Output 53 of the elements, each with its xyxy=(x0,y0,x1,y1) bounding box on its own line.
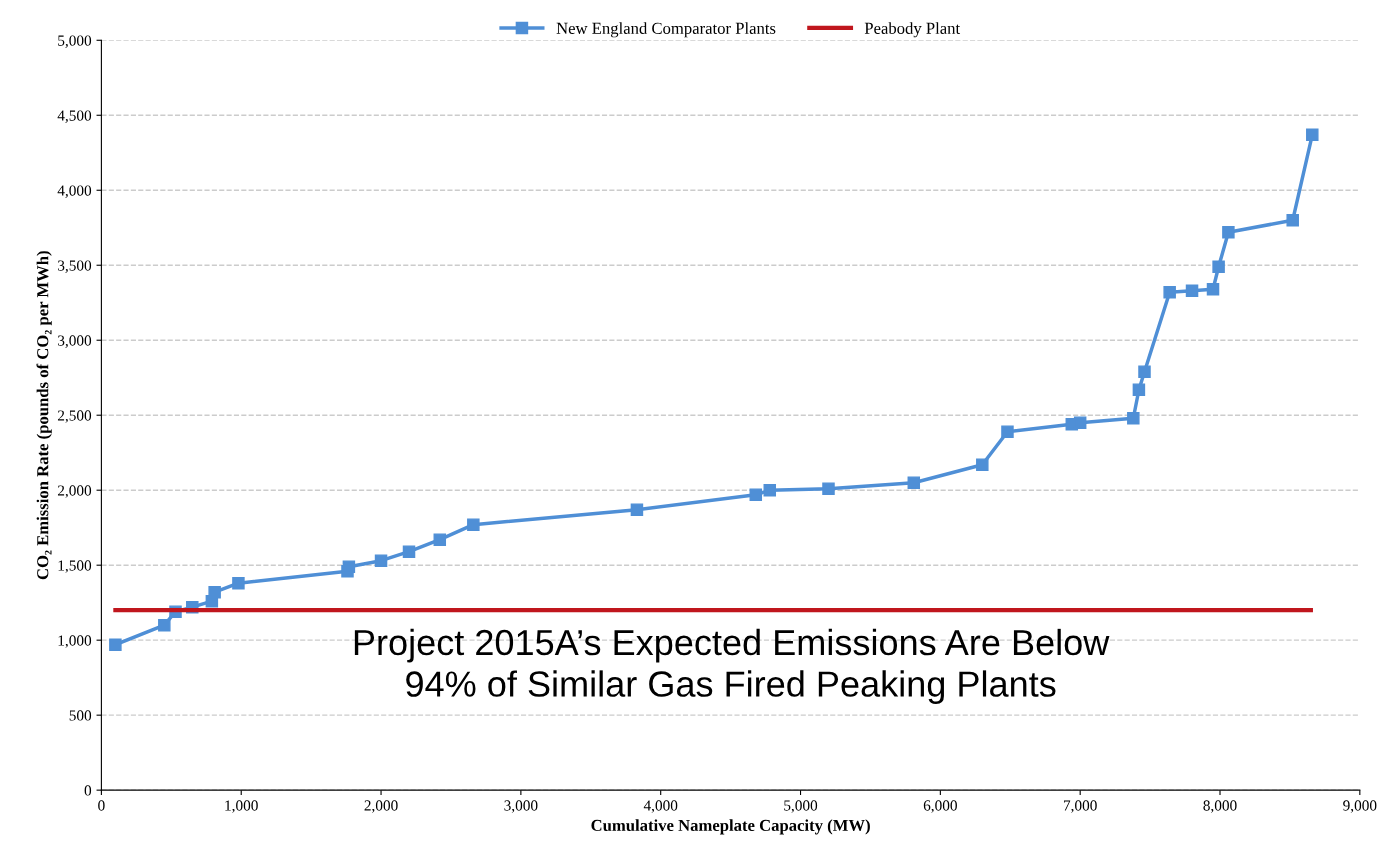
point xyxy=(208,585,221,599)
x-tick-label: 0 xyxy=(98,800,105,811)
y-tick-label: 4,500 xyxy=(57,110,92,123)
x-tick-label: 7,000 xyxy=(1064,800,1097,813)
point xyxy=(467,518,480,531)
point xyxy=(763,483,777,497)
x-tick-label: 6,000 xyxy=(923,800,957,813)
point xyxy=(1206,282,1220,296)
point xyxy=(1132,383,1146,396)
y-tick-label: 4,000 xyxy=(57,185,92,198)
annotation: Project 2015A’s Expected Emissions Are Below 94% of Similar Gas Fired Peaking Plants xyxy=(354,628,1110,705)
x-tick-label: 9,000 xyxy=(1343,800,1377,813)
y-tick-label: 3,000 xyxy=(58,335,92,348)
y-tick-label: 500 xyxy=(69,710,92,721)
point xyxy=(1222,225,1235,239)
y-tick-label: 0 xyxy=(84,785,92,796)
x-tick-label: 2,000 xyxy=(364,800,398,813)
y-tick-label: 3,500 xyxy=(58,260,92,273)
x-tick-label: 5,000 xyxy=(784,800,818,813)
point xyxy=(1073,416,1087,429)
point xyxy=(907,476,921,489)
point xyxy=(433,533,447,546)
point xyxy=(342,560,356,573)
point xyxy=(158,618,171,632)
y-tick-label: 5,000 xyxy=(58,35,92,48)
x-tick-label: 8,000 xyxy=(1203,800,1237,813)
y-axis-title: CO₂ Emission Rate (pounds of CO₂ per MWh) xyxy=(36,251,52,580)
y-tick-label: 2,500 xyxy=(57,410,92,423)
point xyxy=(976,458,989,471)
x-axis-title: Cumulative Nameplate Capacity (MW) xyxy=(591,819,870,835)
legend-label: New England Comparator Plants xyxy=(556,22,776,38)
point xyxy=(1306,128,1319,142)
x-tick-label: 3,000 xyxy=(504,800,538,813)
point xyxy=(1163,285,1176,299)
point xyxy=(749,488,763,501)
legend-label: Peabody Plant xyxy=(864,22,961,38)
point xyxy=(822,482,835,495)
x-tick-label: 4,000 xyxy=(643,800,678,813)
y-tick-label: 2,000 xyxy=(57,485,92,498)
point xyxy=(402,545,416,558)
point xyxy=(1127,411,1140,425)
point xyxy=(1185,284,1199,297)
point xyxy=(630,503,644,516)
x-tick-label: 1,000 xyxy=(225,800,258,813)
y-tick-label: 1,000 xyxy=(58,635,92,648)
y-tick-label: 1,500 xyxy=(58,560,92,573)
point xyxy=(374,554,388,567)
point xyxy=(1001,425,1014,438)
point xyxy=(1286,213,1299,227)
point xyxy=(232,576,245,590)
point xyxy=(109,638,122,651)
point xyxy=(1212,260,1225,273)
point xyxy=(1138,365,1151,378)
